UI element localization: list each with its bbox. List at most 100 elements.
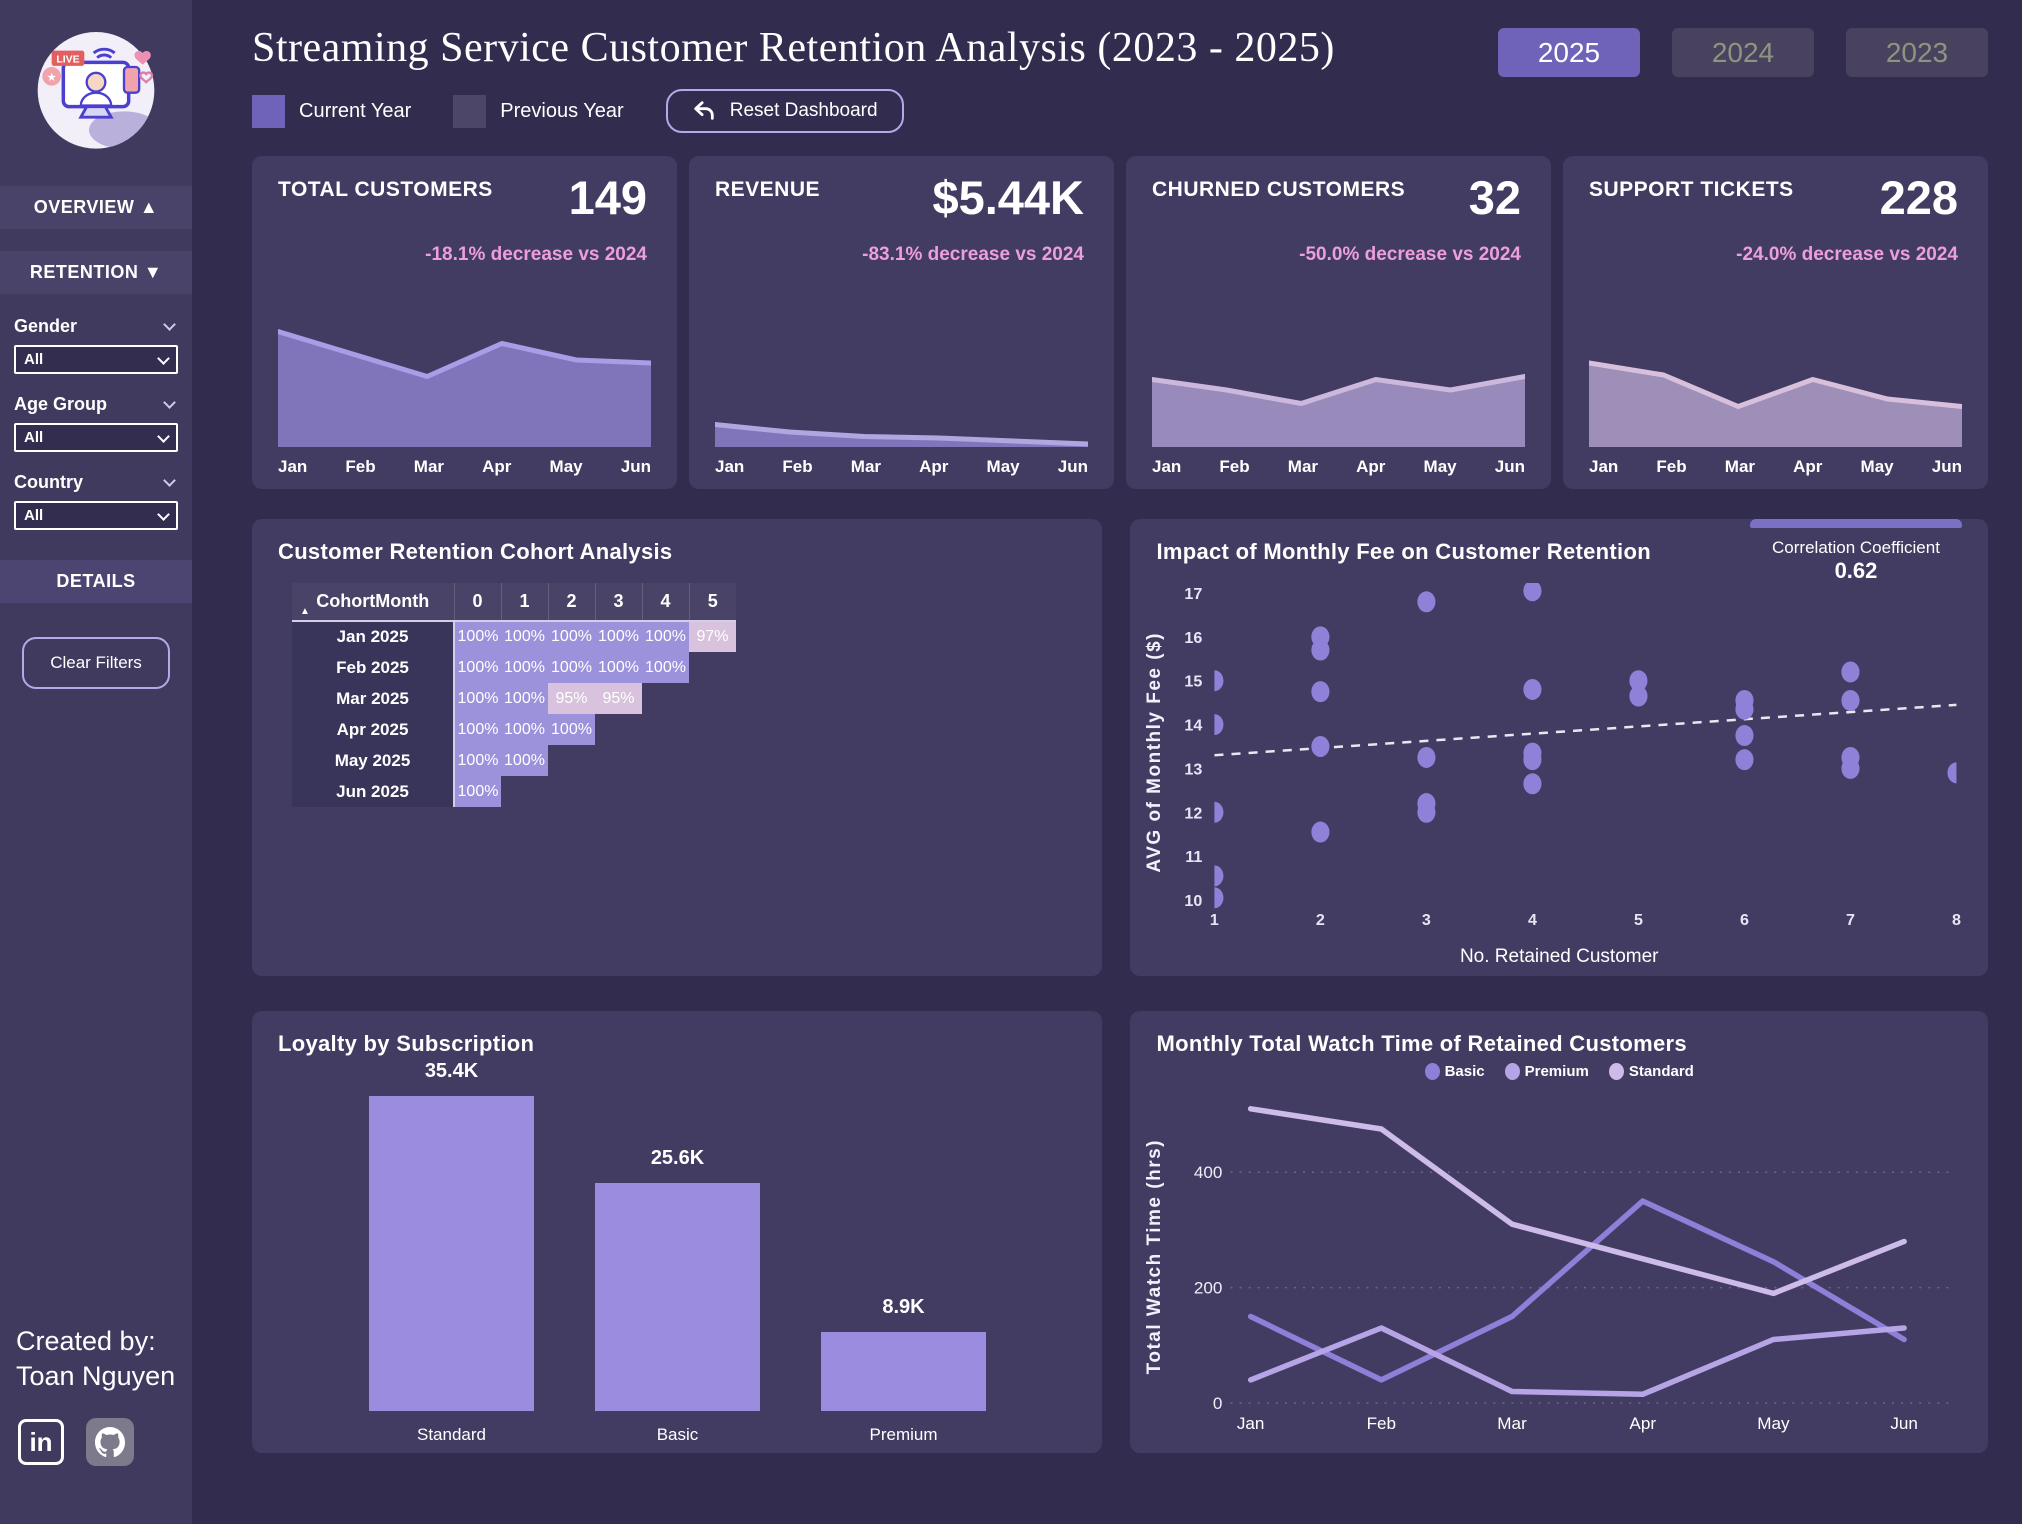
kpi-month-labels: Jan Feb Mar Apr May Jun [278, 457, 651, 477]
credit-line2: Toan Nguyen [16, 1360, 176, 1391]
month-label: Jun [620, 457, 651, 476]
cohort-cell [689, 652, 736, 683]
cohort-header-col[interactable]: 4 [641, 583, 689, 621]
svg-text:8: 8 [1952, 911, 1961, 929]
select-wrap: All [14, 423, 178, 452]
cohort-header-month[interactable]: CohortMonth ▲ [292, 583, 454, 621]
bar-category-label: Basic [656, 1425, 699, 1444]
chevron-down-icon[interactable] [163, 396, 176, 409]
cohort-cell: 100% [595, 621, 642, 652]
scatter-point [1735, 725, 1754, 747]
scatter-point [1311, 681, 1330, 703]
social-links: in [18, 1418, 134, 1466]
cohort-row: Feb 2025 100% 100% 100% 100% 100% [292, 652, 736, 683]
svg-text:★: ★ [46, 71, 56, 84]
select-wrap: All [14, 345, 178, 374]
month-label: Mar [850, 457, 882, 476]
cohort-header-col[interactable]: 0 [453, 583, 501, 621]
reset-dashboard-button[interactable]: Reset Dashboard [665, 89, 904, 133]
filter-label: Gender [14, 316, 78, 336]
scatter-point [1311, 639, 1330, 661]
svg-text:Feb: Feb [1367, 1414, 1396, 1433]
legend-item-label: Premium [1524, 1063, 1589, 1080]
kpi-value: 32 [1468, 171, 1521, 224]
month-label: May [1860, 457, 1894, 476]
bar-basic: 25.6K Basic [595, 1147, 760, 1444]
cohort-cell: 100% [548, 621, 595, 652]
age-group-select[interactable]: All [14, 423, 178, 452]
cohort-cell: 100% [501, 652, 548, 683]
middle-row: Customer Retention Cohort Analysis Cohor… [252, 519, 1988, 976]
cohort-title: Customer Retention Cohort Analysis [278, 539, 673, 564]
month-label: Jun [1057, 457, 1088, 476]
cohort-cell: 97% [689, 621, 736, 652]
chevron-down-icon[interactable] [163, 474, 176, 487]
year-button-2023[interactable]: 2023 [1846, 28, 1988, 77]
scatter-point [1214, 670, 1224, 692]
filter-label: Age Group [14, 394, 107, 414]
kpi-row: TOTAL CUSTOMERS 149 -18.1% decrease vs 202… [252, 156, 1988, 489]
month-label: Feb [1656, 457, 1687, 476]
cohort-cell: 100% [453, 745, 501, 776]
scatter-point [1214, 865, 1224, 887]
sort-ascending-icon[interactable]: ▲ [300, 606, 310, 617]
scatter-point [1417, 746, 1436, 768]
bar-chart-title: Loyalty by Subscription [278, 1031, 535, 1056]
kpi-month-labels: Jan Feb Mar Apr May Jun [1152, 457, 1525, 477]
scatter-title: Impact of Monthly Fee on Customer Retent… [1156, 539, 1651, 564]
cohort-row-label: Jan 2025 [292, 621, 454, 652]
scatter-plot: 10 11 12 13 14 15 16 17 1 2 3 4 5 6 7 8 [1156, 583, 1962, 958]
filter-group-age-group: Age Group All [0, 394, 192, 452]
sidebar-filters: Gender All Age Group All Country All [0, 316, 192, 530]
scatter-point [1214, 714, 1224, 736]
month-label: Feb [1219, 457, 1250, 476]
bar-value-label: 35.4K [424, 1060, 479, 1082]
bottom-row: Loyalty by Subscription 35.4K Standard 25.… [252, 1011, 1988, 1453]
cohort-row: Jan 2025 100% 100% 100% 100% 100% 97% [292, 621, 736, 652]
chevron-down-icon[interactable] [163, 318, 176, 331]
cohort-cell: 100% [453, 714, 501, 745]
watch-time-line-card: Monthly Total Watch Time of Retained Cus… [1130, 1011, 1988, 1453]
gender-select[interactable]: All [14, 345, 178, 374]
legend-swatch-current-year [252, 94, 285, 128]
svg-text:Jun: Jun [1891, 1414, 1919, 1433]
bar-plot: 35.4K Standard 25.6K Basic 8.9K Premium [278, 1011, 1076, 1453]
clear-filters-button[interactable]: Clear Filters [22, 637, 170, 689]
kpi-title: TOTAL CUSTOMERS [278, 178, 493, 201]
cohort-cell: 95% [548, 683, 595, 714]
cohort-cell: 95% [595, 683, 642, 714]
spark-churned [1152, 297, 1525, 447]
bar-value-label: 25.6K [650, 1147, 705, 1169]
cohort-cell: 100% [642, 621, 689, 652]
svg-text:12: 12 [1185, 804, 1203, 822]
cohort-header-col[interactable]: 5 [688, 583, 736, 621]
cohort-header-col[interactable]: 1 [500, 583, 548, 621]
svg-text:Jan: Jan [1237, 1414, 1265, 1433]
cohort-cell: 100% [501, 745, 548, 776]
month-label: May [549, 457, 583, 476]
sidebar-item-details[interactable]: DETAILS [0, 560, 192, 603]
sidebar-item-overview[interactable]: OVERVIEW ▲ [0, 186, 192, 229]
github-icon[interactable] [86, 1418, 134, 1466]
country-select[interactable]: All [14, 501, 178, 530]
linkedin-icon[interactable]: in [18, 1419, 64, 1465]
cohort-header-col[interactable]: 2 [547, 583, 595, 621]
cohort-cell: 100% [548, 652, 595, 683]
cohort-header-col[interactable]: 3 [594, 583, 642, 621]
cohort-cell [689, 714, 736, 745]
kpi-title: REVENUE [715, 178, 821, 201]
cohort-row-label: Feb 2025 [292, 652, 454, 683]
filter-group-country: Country All [0, 472, 192, 530]
year-button-2024[interactable]: 2024 [1672, 28, 1814, 77]
sidebar-item-retention[interactable]: RETENTION ▼ [0, 251, 192, 294]
line-chart-legend: Basic Premium Standard [1130, 1063, 1988, 1080]
legend-item-standard: Standard [1608, 1063, 1694, 1080]
svg-text:17: 17 [1185, 585, 1203, 603]
month-label: Jun [1931, 457, 1962, 476]
scatter-point [1214, 801, 1224, 823]
year-button-2025[interactable]: 2025 [1498, 28, 1640, 77]
cohort-cell [548, 776, 595, 807]
line-series-basic [1248, 1198, 1908, 1383]
kpi-delta: -18.1% decrease vs 2024 [425, 244, 647, 265]
